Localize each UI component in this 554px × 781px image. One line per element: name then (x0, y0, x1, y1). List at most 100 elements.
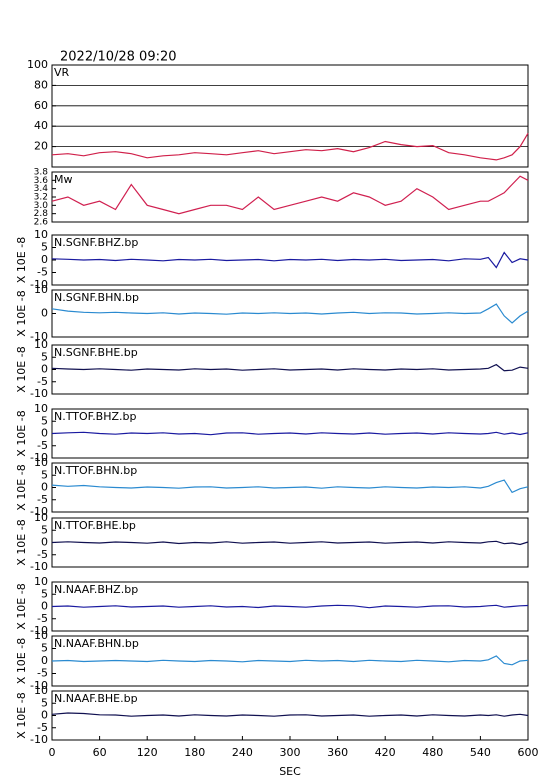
x-tick-label: 60 (93, 746, 107, 759)
y-tick-label: -10 (30, 505, 48, 518)
x-tick-label: 540 (470, 746, 491, 759)
y-tick-label: -5 (37, 721, 48, 734)
x-tick-label: 480 (422, 746, 443, 759)
y-tick-label: -5 (37, 439, 48, 452)
y-tick-label: -10 (30, 679, 48, 692)
y-tick-label: 2.8 (34, 209, 49, 219)
y-tick-label: 5 (41, 468, 48, 481)
x-tick-label: 180 (184, 746, 205, 759)
trace-line (51, 303, 529, 324)
y-axis-label: X 10E -8 (15, 583, 28, 629)
y-tick-label: 0 (41, 307, 48, 320)
y-tick-label: -10 (30, 733, 48, 746)
y-tick-label: 3.2 (34, 193, 48, 203)
y-tick-label: 2.6 (34, 218, 49, 228)
trace-line (51, 712, 529, 717)
y-tick-label: 5 (41, 696, 48, 709)
panel-label: Mw (54, 173, 73, 186)
y-tick-label: 10 (34, 456, 48, 469)
y-tick-label: 10 (34, 402, 48, 415)
y-tick-label: -10 (30, 560, 48, 573)
y-tick-label: -5 (37, 612, 48, 625)
y-tick-label: 0 (41, 427, 48, 440)
y-tick-label: 5 (41, 523, 48, 536)
y-tick-label: -5 (37, 548, 48, 561)
panel-label: N.TTOF.BHN.bp (54, 464, 137, 477)
y-tick-label: 10 (34, 228, 48, 241)
panel-label: N.TTOF.BHE.bp (54, 519, 136, 532)
y-tick-label: 0 (41, 600, 48, 613)
y-tick-label: -10 (30, 451, 48, 464)
trace-line (51, 175, 529, 215)
y-axis-label: X 10E -8 (15, 346, 28, 392)
y-tick-label: 10 (34, 283, 48, 296)
y-tick-label: 60 (34, 99, 48, 112)
panel-label: N.SGNF.BHN.bp (54, 291, 139, 304)
y-axis-label: X 10E -8 (15, 692, 28, 738)
y-tick-label: 3.6 (34, 176, 49, 186)
x-tick-label: 120 (137, 746, 158, 759)
y-axis-label: X 10E -8 (15, 519, 28, 565)
y-tick-label: 40 (34, 119, 48, 132)
y-tick-label: 100 (27, 58, 48, 71)
x-tick-label: 240 (232, 746, 253, 759)
trace-line (51, 251, 529, 269)
y-tick-label: -5 (37, 493, 48, 506)
y-tick-label: -10 (30, 624, 48, 637)
y-tick-label: -5 (37, 266, 48, 279)
chart-title: 2022/10/28 09:20 (60, 50, 177, 65)
panel-label: N.NAAF.BHZ.bp (54, 583, 138, 596)
y-tick-label: -10 (30, 387, 48, 400)
y-tick-label: -5 (37, 375, 48, 388)
y-tick-label: 10 (34, 575, 48, 588)
y-tick-label: 0 (41, 253, 48, 266)
y-tick-label: 3.8 (34, 168, 49, 178)
y-tick-label: -10 (30, 278, 48, 291)
trace-line (51, 540, 529, 546)
y-tick-label: 3.0 (34, 201, 49, 211)
trace-line (51, 363, 529, 372)
y-tick-label: 0 (41, 481, 48, 494)
y-axis-label: X 10E -8 (15, 464, 28, 510)
y-tick-label: 0 (41, 363, 48, 376)
y-tick-label: 10 (34, 338, 48, 351)
y-tick-label: 5 (41, 642, 48, 655)
x-tick-label: 420 (375, 746, 396, 759)
panel-label: N.NAAF.BHN.bp (54, 637, 139, 650)
trace-line (51, 604, 529, 609)
y-tick-label: 80 (34, 78, 48, 91)
y-axis-label: X 10E -8 (15, 237, 28, 283)
trace-line (51, 431, 529, 436)
y-tick-label: 10 (34, 511, 48, 524)
trace-line (51, 655, 529, 666)
panel-label: N.SGNF.BHE.bp (54, 346, 138, 359)
panel-label: VR (54, 66, 70, 79)
y-axis-label: X 10E -8 (15, 638, 28, 684)
y-tick-label: 5 (41, 241, 48, 254)
y-tick-label: 10 (34, 629, 48, 642)
panel-label: N.TTOF.BHZ.bp (54, 410, 137, 423)
y-tick-label: 5 (41, 350, 48, 363)
y-tick-label: 0 (41, 709, 48, 722)
y-tick-label: 20 (34, 140, 48, 153)
y-tick-label: 10 (34, 684, 48, 697)
x-tick-label: 600 (518, 746, 539, 759)
y-tick-label: 3.4 (34, 184, 49, 194)
x-tick-label: 360 (327, 746, 348, 759)
panel-label: N.SGNF.BHZ.bp (54, 236, 138, 249)
x-tick-label: 300 (280, 746, 301, 759)
y-tick-label: -10 (30, 330, 48, 343)
y-axis-label: X 10E -8 (15, 290, 28, 336)
y-tick-label: -5 (37, 667, 48, 680)
y-tick-label: 0 (41, 654, 48, 667)
y-tick-label: 0 (41, 536, 48, 549)
x-axis-label: SEC (279, 765, 301, 778)
panel-label: N.NAAF.BHE.bp (54, 692, 138, 705)
trace-line (51, 479, 529, 494)
y-tick-label: 5 (41, 414, 48, 427)
y-tick-label: 5 (41, 587, 48, 600)
y-axis-label: X 10E -8 (15, 410, 28, 456)
x-tick-label: 0 (49, 746, 56, 759)
trace-line (51, 132, 529, 161)
